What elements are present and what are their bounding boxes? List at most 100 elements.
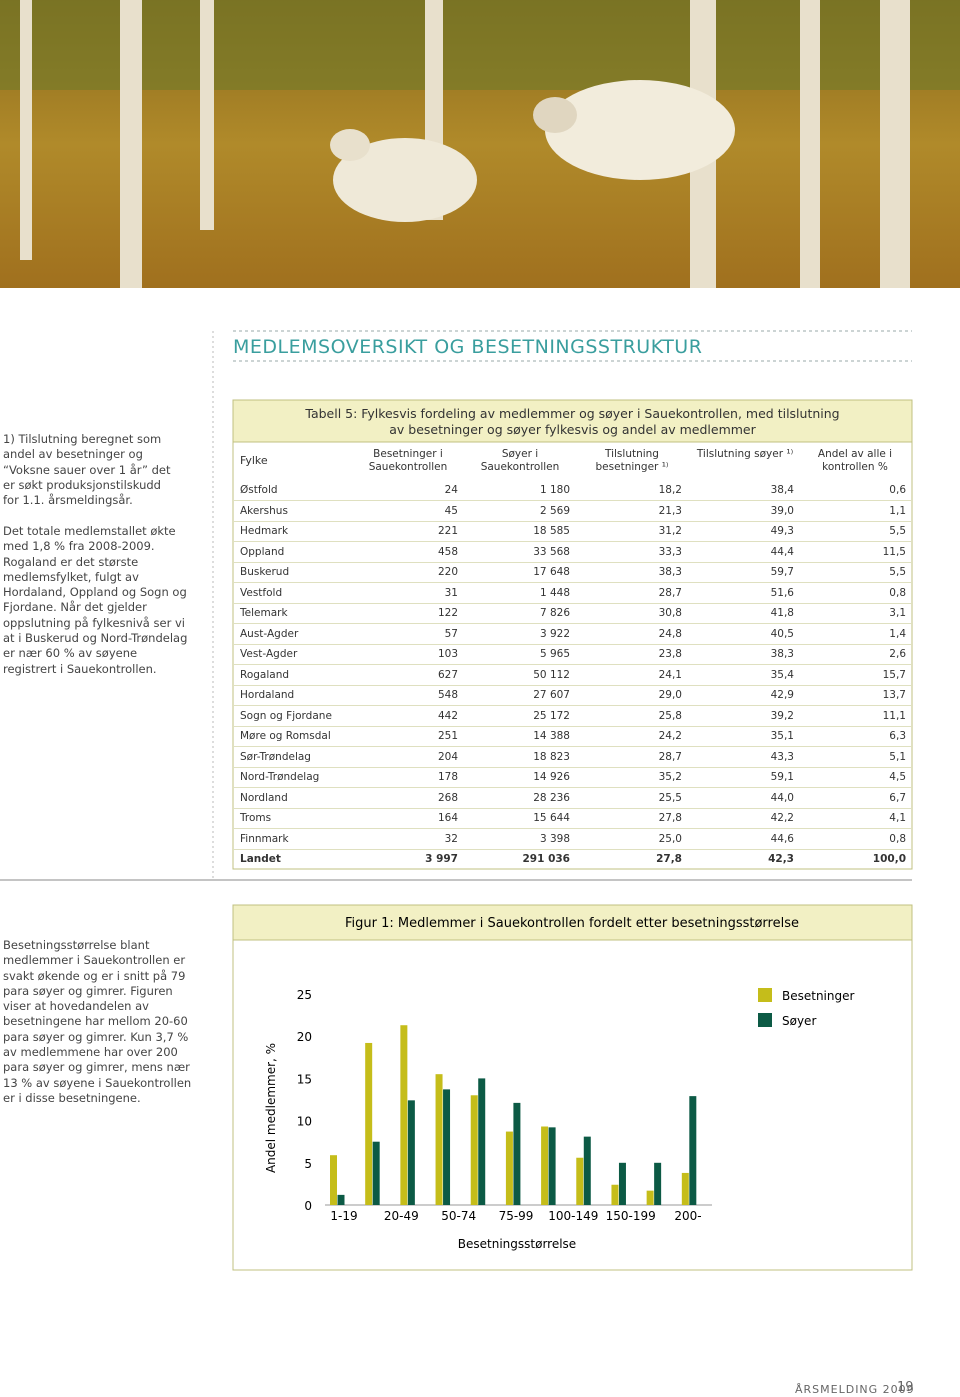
photo — [0, 0, 960, 288]
table-cell: 35,2 — [658, 771, 682, 783]
row-divider — [233, 787, 912, 788]
y-tick-label: 0 — [304, 1199, 312, 1213]
row-label: Finnmark — [240, 832, 289, 845]
row-label: Nord-Trøndelag — [240, 771, 320, 783]
row-label: Aust-Agder — [240, 627, 299, 640]
table-cell: 15 644 — [533, 812, 570, 824]
table-cell: 103 — [437, 648, 458, 660]
bar — [330, 1155, 337, 1205]
table-cell: 11,5 — [882, 545, 906, 558]
table-cell: 3 398 — [539, 832, 570, 845]
bar — [576, 1157, 584, 1205]
paragraph: Besetningsstørrelse blant medlemmer i Sa… — [3, 938, 192, 1105]
chart-title: Figur 1: Medlemmer i Sauekontrollen ford… — [345, 916, 799, 931]
bar — [583, 1136, 591, 1205]
bar — [443, 1089, 451, 1205]
table-cell: 5,5 — [889, 566, 906, 578]
table-cell: 221 — [437, 525, 458, 537]
table-cell: 18 585 — [533, 525, 570, 537]
table-cell: 178 — [437, 771, 458, 783]
table-cell: 4,5 — [889, 771, 906, 783]
bar — [541, 1126, 549, 1205]
row-label: Oppland — [240, 545, 285, 558]
table-cell: 18,2 — [658, 484, 682, 496]
table-header: Andel av alle i kontrollen % — [817, 448, 893, 473]
table-cell: 4,1 — [889, 812, 906, 824]
bar — [611, 1184, 619, 1205]
footer-label: ÅRSMELDING 2009 — [795, 1383, 915, 1396]
table-cell: 100,0 — [872, 853, 906, 865]
bar — [407, 1100, 415, 1205]
table-cell: 29,0 — [658, 689, 682, 701]
table-cell: 45 — [444, 504, 458, 517]
table-cell: 30,8 — [658, 607, 682, 619]
table-cell: 59,1 — [770, 771, 794, 783]
row-label: Nordland — [240, 791, 288, 804]
bar — [689, 1096, 697, 1205]
table-cell: 57 — [444, 627, 458, 640]
table-cell: 35,1 — [770, 730, 794, 742]
row-divider — [233, 848, 912, 850]
y-axis-label: Andel medlemmer, % — [264, 1043, 278, 1173]
table-cell: 220 — [437, 566, 458, 578]
row-divider — [233, 746, 912, 747]
table-cell: 21,3 — [658, 504, 682, 517]
table-cell: 0,8 — [889, 586, 906, 599]
table-cell: 42,3 — [768, 853, 794, 865]
bar — [365, 1042, 373, 1205]
table-cell: 5 965 — [539, 648, 570, 660]
table-cell: 25,5 — [658, 791, 682, 804]
row-label: Rogaland — [240, 668, 290, 681]
table-cell: 43,3 — [770, 750, 794, 763]
table-header: Besetninger i Sauekontrollen — [368, 448, 448, 473]
paragraph: Det totale medlemstallet økte med 1,8 % … — [3, 524, 188, 676]
x-axis-label: Besetningsstørrelse — [458, 1237, 576, 1251]
table-cell: 7 826 — [539, 607, 570, 619]
table-cell: 42,2 — [770, 812, 794, 824]
bar — [478, 1078, 486, 1205]
row-divider — [233, 500, 912, 501]
x-tick-label: 50-74 — [441, 1209, 476, 1223]
bar — [337, 1194, 345, 1205]
table-cell: 1,1 — [889, 504, 906, 517]
row-divider — [233, 623, 912, 624]
row-label: Hedmark — [240, 525, 289, 537]
row-label: Sogn og Fjordane — [240, 709, 332, 722]
row-divider — [233, 541, 912, 542]
y-tick-label: 10 — [297, 1115, 312, 1129]
row-divider — [233, 582, 912, 583]
table-cell: 25,0 — [658, 832, 682, 845]
table-header: Søyer i Sauekontrollen — [480, 448, 560, 473]
bar — [505, 1131, 513, 1205]
table-cell: 5,1 — [889, 750, 906, 763]
table-cell: 0,8 — [889, 832, 906, 845]
bar — [435, 1074, 443, 1205]
x-tick-label: 100-149 — [548, 1209, 598, 1223]
table-cell: 32 — [444, 832, 458, 845]
table-cell: 35,4 — [770, 668, 794, 681]
bar — [400, 1025, 408, 1205]
table-cell: 291 036 — [522, 853, 571, 865]
row-divider — [233, 664, 912, 665]
table-header: Fylke — [240, 454, 268, 467]
table-cell: 44,4 — [770, 545, 794, 558]
row-label: Telemark — [240, 607, 288, 619]
y-tick-label: 15 — [297, 1072, 312, 1086]
table-cell: 42,9 — [770, 689, 794, 701]
table-cell: 27 607 — [533, 689, 570, 701]
table-cell: 458 — [437, 545, 458, 558]
table-cell: 3 997 — [425, 853, 458, 865]
legend-label: Besetninger — [782, 989, 855, 1003]
table-cell: 28 236 — [533, 791, 570, 804]
table-cell: 25 172 — [533, 709, 570, 722]
table-cell: 51,6 — [770, 586, 794, 599]
table-header: Tilslutning besetninger ¹⁾ — [595, 448, 669, 473]
table-cell: 204 — [437, 750, 458, 763]
page-number: 19 — [897, 1380, 914, 1395]
table-cell: 1 180 — [539, 484, 570, 496]
table-cell: 17 648 — [533, 566, 570, 578]
table-cell: 59,7 — [770, 566, 794, 578]
row-divider — [233, 520, 912, 522]
